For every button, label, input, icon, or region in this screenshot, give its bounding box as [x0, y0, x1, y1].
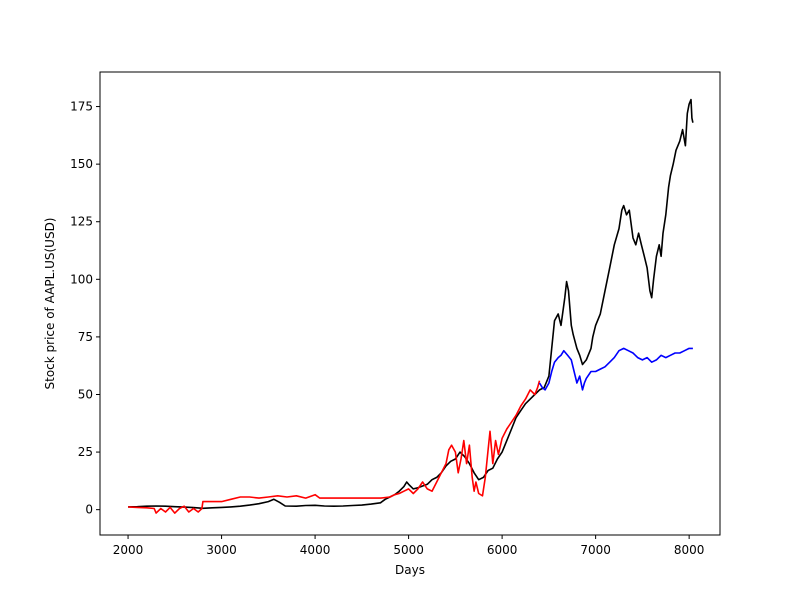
series-line-2 [538, 347, 693, 391]
y-tick-label: 125 [70, 215, 93, 229]
y-tick-label: 175 [70, 100, 93, 114]
y-tick-label: 0 [85, 503, 93, 517]
y-tick-label: 25 [78, 445, 93, 459]
x-tick-label: 3000 [206, 543, 237, 557]
series-line-0 [128, 98, 694, 510]
y-tick-label: 75 [78, 330, 93, 344]
y-tick-label: 150 [70, 157, 93, 171]
x-tick-label: 8000 [674, 543, 705, 557]
x-tick-label: 5000 [393, 543, 424, 557]
x-axis-ticks: 2000 3000 4000 5000 6000 7000 8000 [113, 535, 705, 557]
y-tick-label: 100 [70, 272, 93, 286]
x-tick-label: 6000 [487, 543, 518, 557]
x-tick-label: 4000 [300, 543, 331, 557]
y-axis-label: Stock price of AAPL.US(USD) [43, 218, 57, 390]
x-axis-label: Days [395, 563, 425, 577]
series-line-1 [128, 380, 541, 514]
x-tick-label: 7000 [580, 543, 611, 557]
y-axis-ticks: 0 25 50 75 100 125 150 175 [70, 100, 100, 517]
x-tick-label: 2000 [113, 543, 144, 557]
y-tick-label: 50 [78, 387, 93, 401]
series-layer [128, 98, 694, 514]
plot-frame [99, 71, 721, 536]
